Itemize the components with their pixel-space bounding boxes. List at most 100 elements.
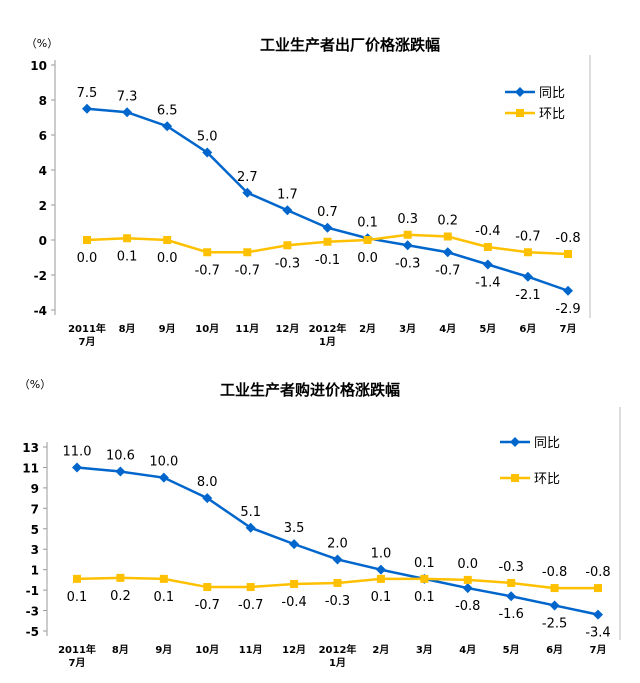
- legend-marker: [510, 437, 520, 447]
- legend-label: 同比: [539, 86, 565, 101]
- data-point: [402, 240, 413, 251]
- legend-marker: [511, 474, 519, 482]
- x-tick-label: 5月: [479, 323, 496, 335]
- data-point: [483, 243, 492, 251]
- data-label: 8.0: [197, 475, 218, 490]
- data-label: 10.0: [149, 455, 178, 470]
- data-label: 0.2: [437, 214, 458, 229]
- y-tick-label: -1: [26, 584, 39, 598]
- data-point: [322, 222, 333, 233]
- y-tick-label: 3: [31, 543, 39, 557]
- data-point: [482, 259, 493, 270]
- x-tick-label: 10月: [195, 644, 219, 656]
- data-label: -1.6: [498, 607, 523, 622]
- data-point: [283, 241, 292, 250]
- data-point: [82, 103, 92, 114]
- x-tick-label: 11月: [239, 644, 263, 656]
- x-tick-label: 6月: [546, 644, 563, 656]
- y-tick-label: -2: [34, 269, 47, 283]
- data-point: [289, 539, 300, 550]
- data-point: [242, 187, 253, 198]
- data-label: -0.3: [275, 256, 300, 271]
- data-label: 1.7: [277, 187, 298, 202]
- y-tick-label: 4: [39, 164, 47, 178]
- data-label: -0.8: [455, 599, 480, 614]
- x-tick-label: 11月: [235, 323, 259, 335]
- y-axis-unit: （%）: [26, 37, 58, 50]
- legend-label: 环比: [534, 472, 560, 487]
- x-tick-label: 2月: [372, 644, 389, 656]
- x-tick-label: 1月: [319, 336, 336, 348]
- x-tick-label: 8月: [112, 644, 129, 656]
- x-tick-label: 10月: [195, 323, 219, 335]
- x-tick-label: 3月: [416, 644, 433, 656]
- data-label: 11.0: [63, 444, 92, 459]
- data-label: -0.4: [281, 595, 306, 610]
- y-tick-label: 7: [31, 502, 39, 516]
- y-tick-label: -4: [34, 304, 47, 318]
- data-label: 0.1: [153, 590, 174, 605]
- data-point: [375, 564, 386, 575]
- x-tick-label: 7月: [69, 657, 86, 669]
- x-tick-label: 2月: [359, 323, 376, 335]
- data-label: -0.1: [315, 253, 340, 268]
- data-point: [116, 573, 125, 582]
- data-label: -2.1: [515, 288, 540, 303]
- data-point: [463, 575, 472, 584]
- x-tick-label: 6月: [519, 323, 536, 335]
- data-label: -0.7: [515, 229, 540, 244]
- data-label: 3.5: [284, 521, 305, 536]
- x-tick-label: 1月: [329, 657, 346, 669]
- data-label: 2.7: [237, 170, 258, 185]
- data-label: 0.2: [110, 589, 131, 604]
- data-label: 0.0: [357, 251, 378, 266]
- data-point: [333, 578, 342, 587]
- data-point: [549, 600, 560, 611]
- legend-label: 环比: [539, 107, 565, 122]
- data-label: 2.0: [327, 536, 348, 551]
- legend-marker: [516, 109, 524, 117]
- y-tick-label: 5: [31, 523, 39, 537]
- x-tick-label: 2011年: [68, 322, 106, 335]
- y-tick-label: 1: [31, 564, 39, 578]
- data-point: [290, 579, 299, 588]
- data-label: -0.8: [542, 565, 567, 580]
- y-tick-label: -5: [26, 625, 39, 639]
- data-point: [202, 493, 213, 504]
- chart-title: 工业生产者出厂价格涨跌幅: [260, 36, 440, 54]
- x-tick-label: 9月: [159, 323, 176, 335]
- x-tick-label: 12月: [275, 323, 299, 335]
- data-point: [594, 584, 602, 593]
- y-tick-label: 11: [22, 461, 39, 475]
- y-tick-label: 9: [31, 482, 39, 496]
- data-point: [522, 271, 533, 282]
- data-label: -0.3: [498, 560, 523, 575]
- data-label: 1.0: [371, 547, 392, 562]
- data-point: [246, 583, 255, 592]
- data-label: -0.7: [195, 598, 220, 613]
- data-label: 0.0: [457, 557, 478, 572]
- data-point: [282, 205, 293, 216]
- data-label: -0.3: [325, 594, 350, 609]
- data-point: [115, 466, 126, 477]
- data-label: 0.1: [371, 590, 392, 605]
- data-label: 10.6: [106, 449, 135, 464]
- y-tick-label: 0: [39, 234, 47, 248]
- data-point: [73, 574, 81, 583]
- x-tick-label: 2012年: [309, 322, 347, 335]
- data-point: [243, 248, 252, 257]
- data-label: 0.1: [414, 556, 435, 571]
- y-tick-label: 6: [39, 129, 47, 143]
- data-label: -1.4: [475, 276, 500, 291]
- data-point: [245, 522, 256, 533]
- data-point: [123, 234, 132, 243]
- data-point: [593, 609, 603, 620]
- legend-marker: [515, 87, 525, 97]
- data-label: 0.7: [317, 205, 338, 220]
- data-point: [203, 583, 212, 592]
- y-tick-label: -3: [26, 605, 39, 619]
- data-point: [376, 574, 385, 583]
- data-label: 0.0: [77, 251, 98, 266]
- data-point: [323, 237, 332, 246]
